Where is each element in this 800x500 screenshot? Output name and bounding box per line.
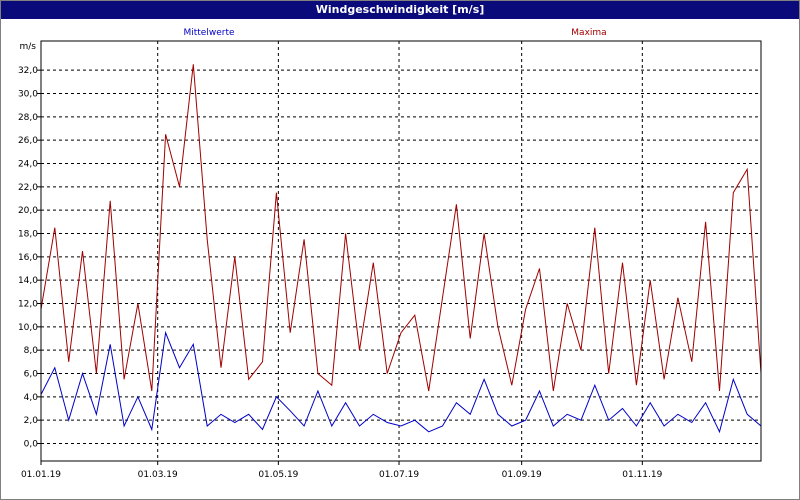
y-tick-label: 14,0 <box>18 276 38 286</box>
y-tick-label: 0,0 <box>24 440 39 450</box>
x-tick-label: 01.07.19 <box>379 470 419 480</box>
tick-labels: 0,0 2,0 4,0 6,0 8,0 10,0 12,0 14,0 16,0 18,0 20,0 2… <box>18 66 663 480</box>
y-tick-label: 6,0 <box>24 370 39 380</box>
series-layer <box>40 64 762 434</box>
y-tick-label: 16,0 <box>18 253 38 263</box>
window-title: Windgeschwindigkeit [m/s] <box>1 1 799 19</box>
x-tick-label: 01.03.19 <box>138 470 178 480</box>
legend-mittelwerte: Mittelwerte <box>183 28 234 38</box>
y-tick-label: 28,0 <box>18 113 38 123</box>
y-tick-label: 4,0 <box>24 393 39 403</box>
legend-maxima: Maxima <box>571 28 606 38</box>
x-tick-label: 01.11.19 <box>622 470 662 480</box>
x-tick-label: 01.01.19 <box>21 470 61 480</box>
plot-area-frame <box>40 40 762 462</box>
y-tick-label: 32,0 <box>18 66 38 76</box>
y-tick-label: 12,0 <box>18 300 38 310</box>
series-line-mittelwerte <box>40 330 762 434</box>
x-tick-label: 01.05.19 <box>258 470 298 480</box>
y-tick-label: 22,0 <box>18 183 38 193</box>
y-tick-label: 26,0 <box>18 136 38 146</box>
y-tick-label: 18,0 <box>18 230 38 240</box>
y-tick-label: 30,0 <box>18 90 38 100</box>
y-axis-unit-label: m/s <box>20 42 37 52</box>
y-tick-label: 2,0 <box>24 416 39 426</box>
series-line-maxima <box>40 64 762 392</box>
y-tick-label: 8,0 <box>24 346 39 356</box>
grid-lines <box>40 41 761 461</box>
x-tick-label: 01.09.19 <box>502 470 542 480</box>
y-tick-label: 20,0 <box>18 206 38 216</box>
y-tick-label: 24,0 <box>18 160 38 170</box>
y-tick-label: 10,0 <box>18 323 38 333</box>
